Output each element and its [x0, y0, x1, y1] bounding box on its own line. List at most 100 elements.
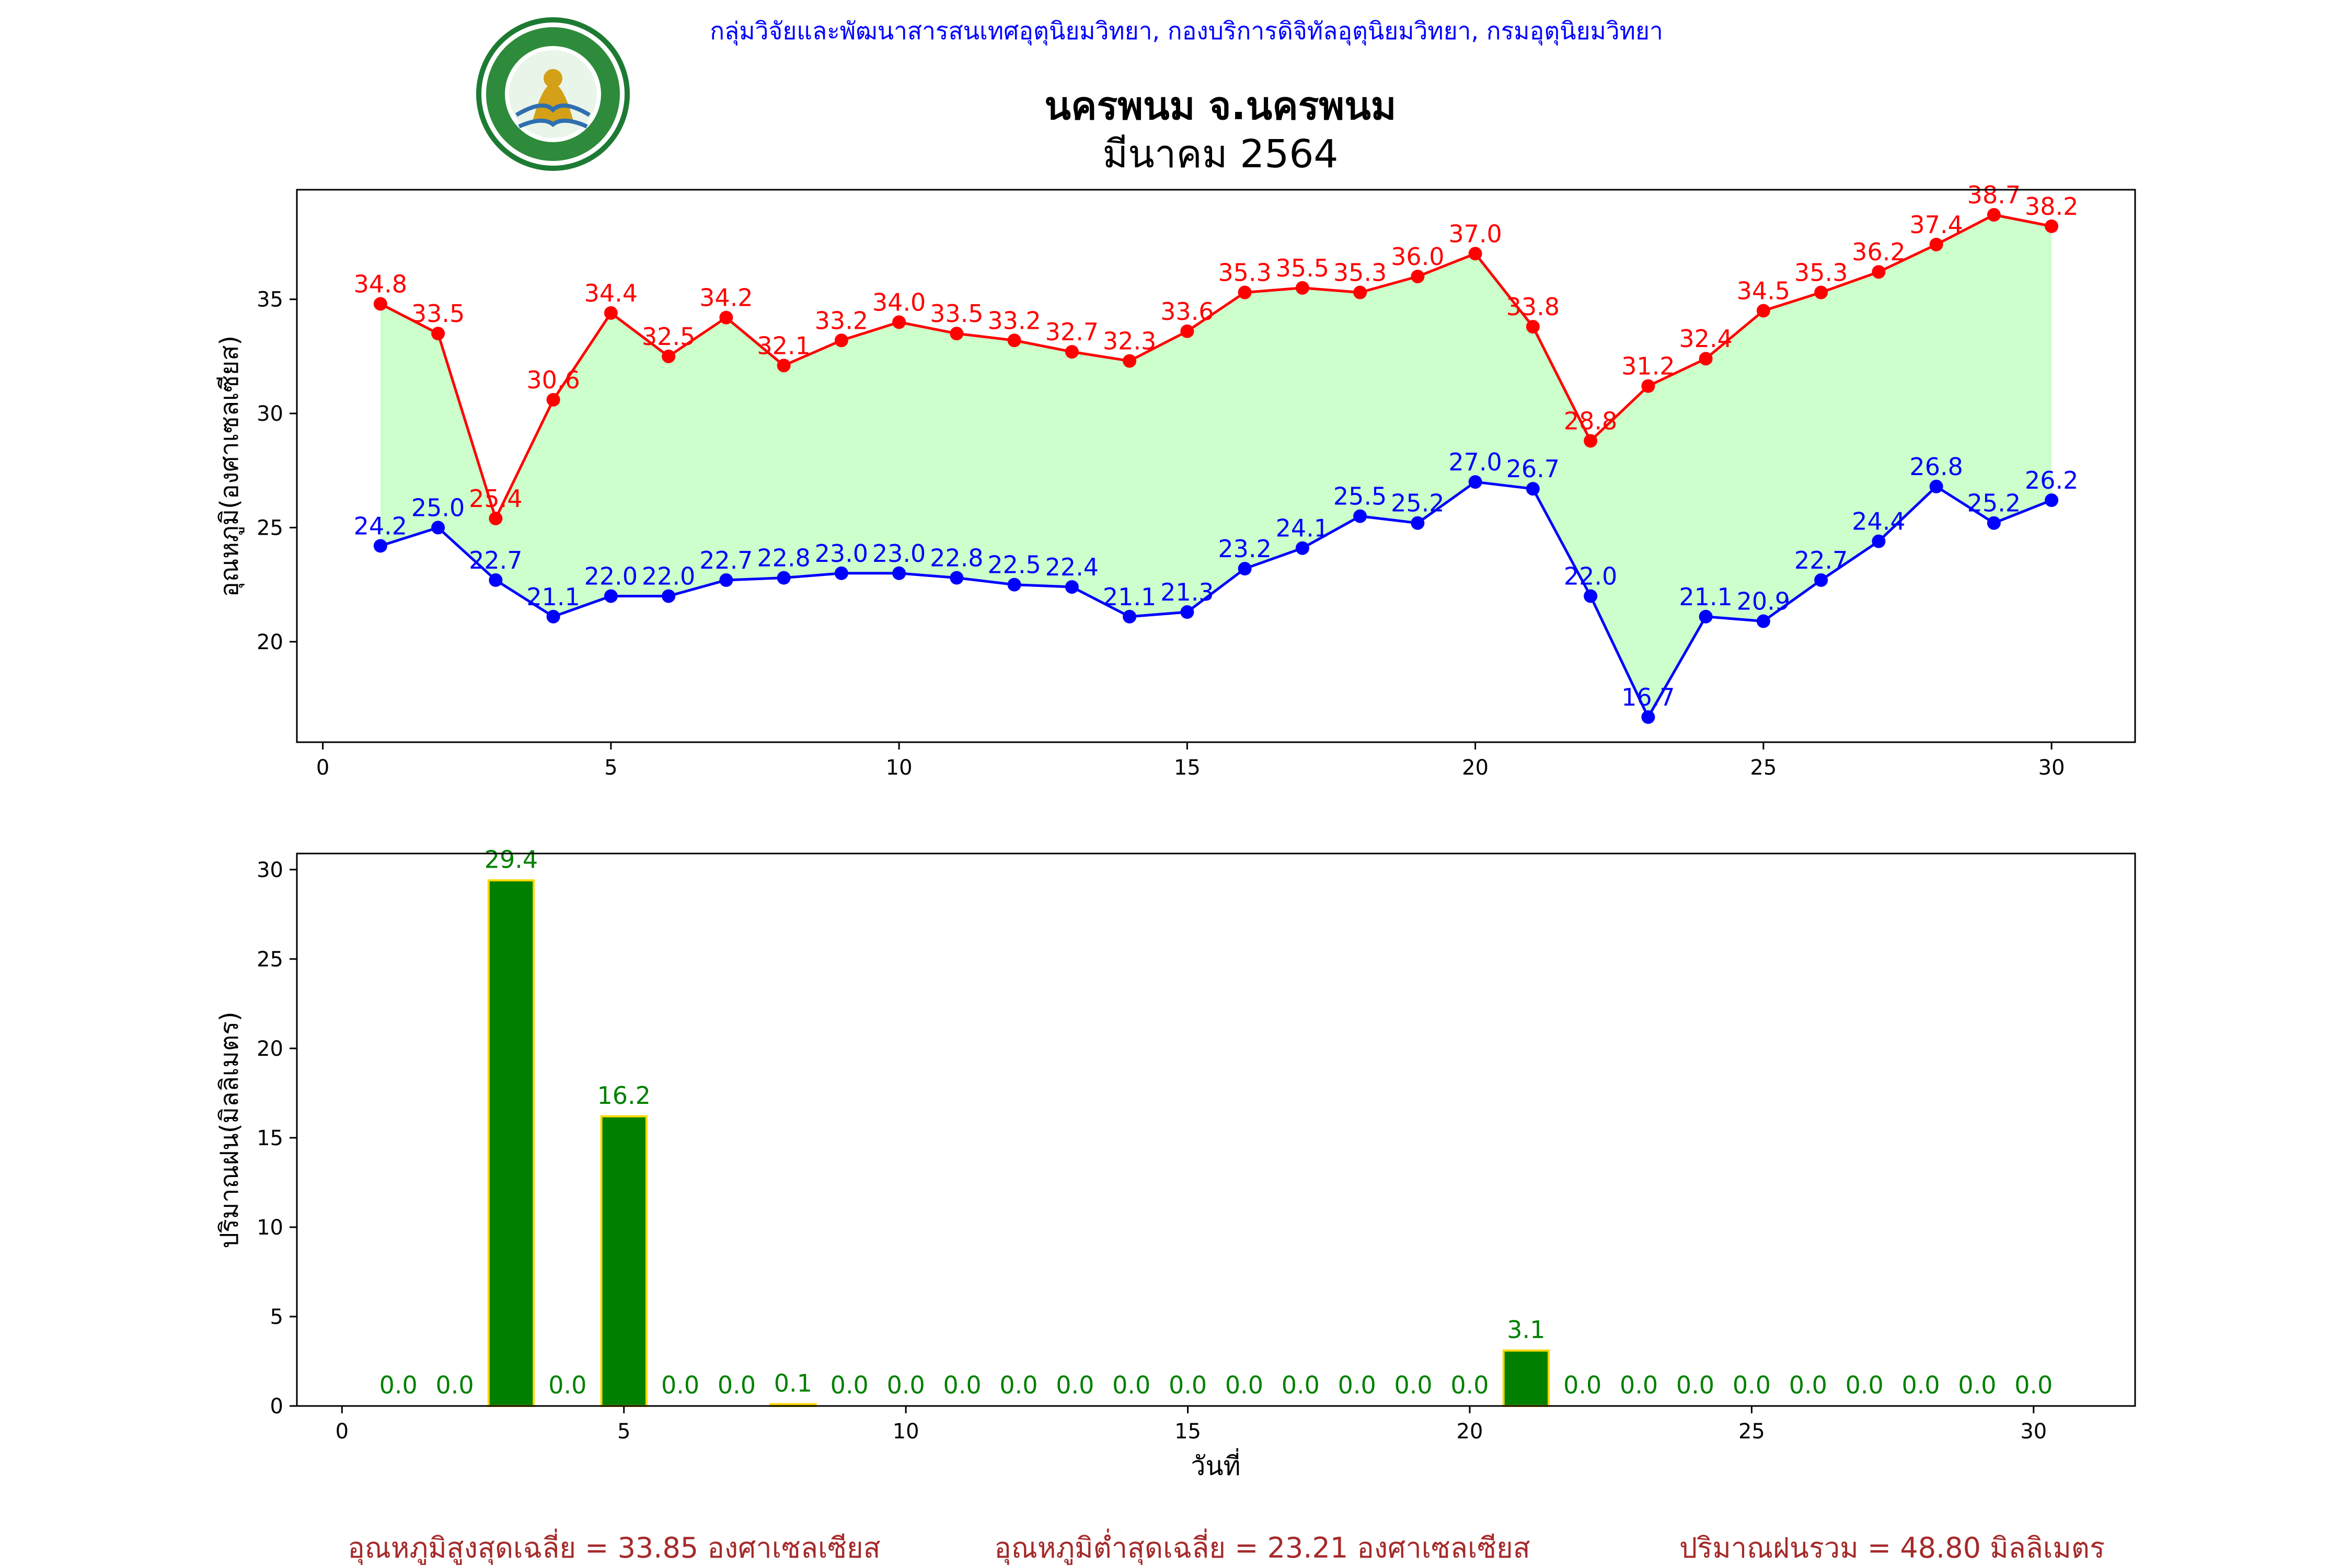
max-temperature-point	[662, 349, 676, 363]
max-temperature-point	[1872, 265, 1886, 279]
max-temperature-point	[1814, 285, 1828, 299]
rainfall-y-tick-label: 5	[270, 1305, 283, 1329]
min-temperature-point	[1584, 589, 1598, 603]
max-temperature-label: 32.1	[757, 331, 810, 360]
temperature-x-tick-label: 20	[1462, 756, 1489, 780]
max-temperature-point	[373, 297, 387, 311]
min-temperature-label: 16.7	[1621, 683, 1675, 711]
min-temperature-point	[546, 609, 560, 624]
rainfall-x-tick-label: 15	[1174, 1420, 1201, 1444]
max-temperature-point	[604, 306, 618, 320]
min-temperature-point	[1872, 534, 1886, 548]
rainfall-label: 0.0	[887, 1371, 925, 1399]
max-temperature-point	[546, 393, 560, 407]
min-temperature-label: 23.2	[1218, 535, 1271, 563]
max-temperature-point	[1180, 324, 1194, 338]
min-temperature-label: 26.2	[2025, 466, 2078, 494]
max-temperature-point	[489, 511, 503, 525]
meteorological-department-logo	[476, 17, 630, 171]
rainfall-x-tick-label: 30	[2020, 1420, 2047, 1444]
min-temperature-label: 21.1	[526, 583, 580, 611]
max-temperature-label: 37.0	[1448, 220, 1502, 248]
rainfall-x-tick-label: 10	[893, 1420, 919, 1444]
rainfall-label: 0.0	[999, 1371, 1037, 1399]
rainfall-y-tick-label: 0	[270, 1394, 283, 1419]
min-temperature-line	[380, 480, 2053, 720]
min-temperature-label: 25.2	[1967, 489, 2021, 517]
max-temperature-label: 33.6	[1160, 297, 1214, 326]
max-temperature-label: 35.3	[1794, 259, 1848, 287]
rainfall-label: 0.0	[1112, 1371, 1150, 1399]
temperature-y-tick-label: 35	[257, 288, 283, 312]
min-temperature-label: 23.0	[815, 539, 868, 568]
max-temperature-point	[892, 315, 906, 329]
rainfall-y-tick-label: 20	[257, 1037, 283, 1061]
temperature-x-tick-label: 10	[886, 756, 913, 780]
max-temperature-label: 32.4	[1679, 325, 1732, 353]
max-temperature-point	[2045, 219, 2059, 233]
min-temperature-label: 21.1	[1103, 583, 1156, 611]
max-temperature-label: 31.2	[1621, 352, 1675, 381]
rainfall-x-tick-label: 0	[336, 1420, 349, 1444]
min-temperature-point	[2045, 493, 2059, 508]
min-temperature-label: 23.0	[872, 539, 926, 568]
min-temperature-label: 22.5	[987, 551, 1041, 579]
max-temperature-label: 38.2	[2025, 192, 2078, 221]
max-temperature-label: 34.2	[699, 284, 753, 312]
min-temperature-label: 27.0	[1448, 448, 1502, 476]
min-temperature-label: 20.9	[1737, 587, 1790, 616]
min-temperature-point	[662, 589, 676, 603]
min-temperature-point	[719, 573, 733, 587]
min-temperature-point	[1123, 609, 1137, 624]
min-temperature-label: 24.1	[1276, 514, 1329, 543]
min-temperature-point	[1699, 609, 1713, 624]
rainfall-label: 3.1	[1507, 1316, 1545, 1344]
rainfall-label: 0.0	[1225, 1371, 1263, 1399]
max-temperature-point	[1584, 434, 1598, 448]
max-temperature-label: 33.2	[815, 306, 868, 335]
max-temperature-point	[777, 359, 791, 373]
min-temperature-label: 25.2	[1391, 489, 1444, 517]
max-temperature-point	[1987, 208, 2001, 222]
temperature-x-tick-label: 5	[604, 756, 617, 780]
rainfall-label: 0.0	[1733, 1371, 1771, 1399]
min-temperature-point	[1238, 562, 1252, 576]
rainfall-label: 0.0	[1056, 1371, 1094, 1399]
max-temperature-label: 32.7	[1045, 318, 1099, 346]
rainfall-label: 0.0	[718, 1371, 756, 1399]
max-temperature-label: 28.8	[1564, 407, 1617, 435]
max-temperature-label: 33.5	[411, 299, 465, 328]
max-temperature-label: 30.6	[526, 366, 580, 394]
min-temperature-label: 21.1	[1679, 583, 1732, 611]
rainfall-label: 0.0	[831, 1371, 869, 1399]
max-temperature-label: 33.5	[930, 299, 983, 328]
rainfall-label: 0.1	[774, 1369, 812, 1398]
max-temperature-label: 37.4	[1909, 211, 1963, 239]
min-temperature-label: 22.8	[757, 544, 810, 572]
min-temperature-point	[1180, 605, 1194, 619]
min-temperature-label: 25.5	[1333, 482, 1387, 511]
max-temperature-point	[1353, 285, 1367, 299]
min-temperature-point	[1756, 614, 1770, 628]
rainfall-label: 16.2	[597, 1081, 651, 1110]
max-temperature-label: 35.5	[1276, 254, 1329, 282]
min-temperature-label: 24.2	[354, 512, 407, 540]
min-temperature-point	[1987, 516, 2001, 530]
rainfall-label: 0.0	[661, 1371, 699, 1399]
temperature-x-tick-label: 0	[316, 756, 329, 780]
max-temperature-point	[834, 333, 848, 348]
temperature-y-tick-label: 25	[257, 516, 283, 540]
max-temperature-point	[719, 310, 733, 325]
min-temperature-point	[892, 566, 906, 580]
rainfall-label: 0.0	[1958, 1371, 1996, 1399]
min-temperature-label: 21.3	[1160, 578, 1214, 606]
temperature-y-tick-label: 30	[257, 402, 283, 426]
max-temperature-label: 36.2	[1852, 238, 1905, 266]
max-temperature-point	[1929, 237, 1943, 251]
rainfall-y-tick-label: 25	[257, 948, 283, 972]
min-temperature-point	[1526, 482, 1540, 496]
min-temperature-point	[431, 521, 445, 535]
rainfall-label: 0.0	[1338, 1371, 1376, 1399]
min-temperature-label: 22.7	[1794, 546, 1848, 574]
average-max-temperature: อุณหภูมิสูงสุดเฉลี่ย = 33.85 องศาเซลเซีย…	[348, 1528, 880, 1565]
